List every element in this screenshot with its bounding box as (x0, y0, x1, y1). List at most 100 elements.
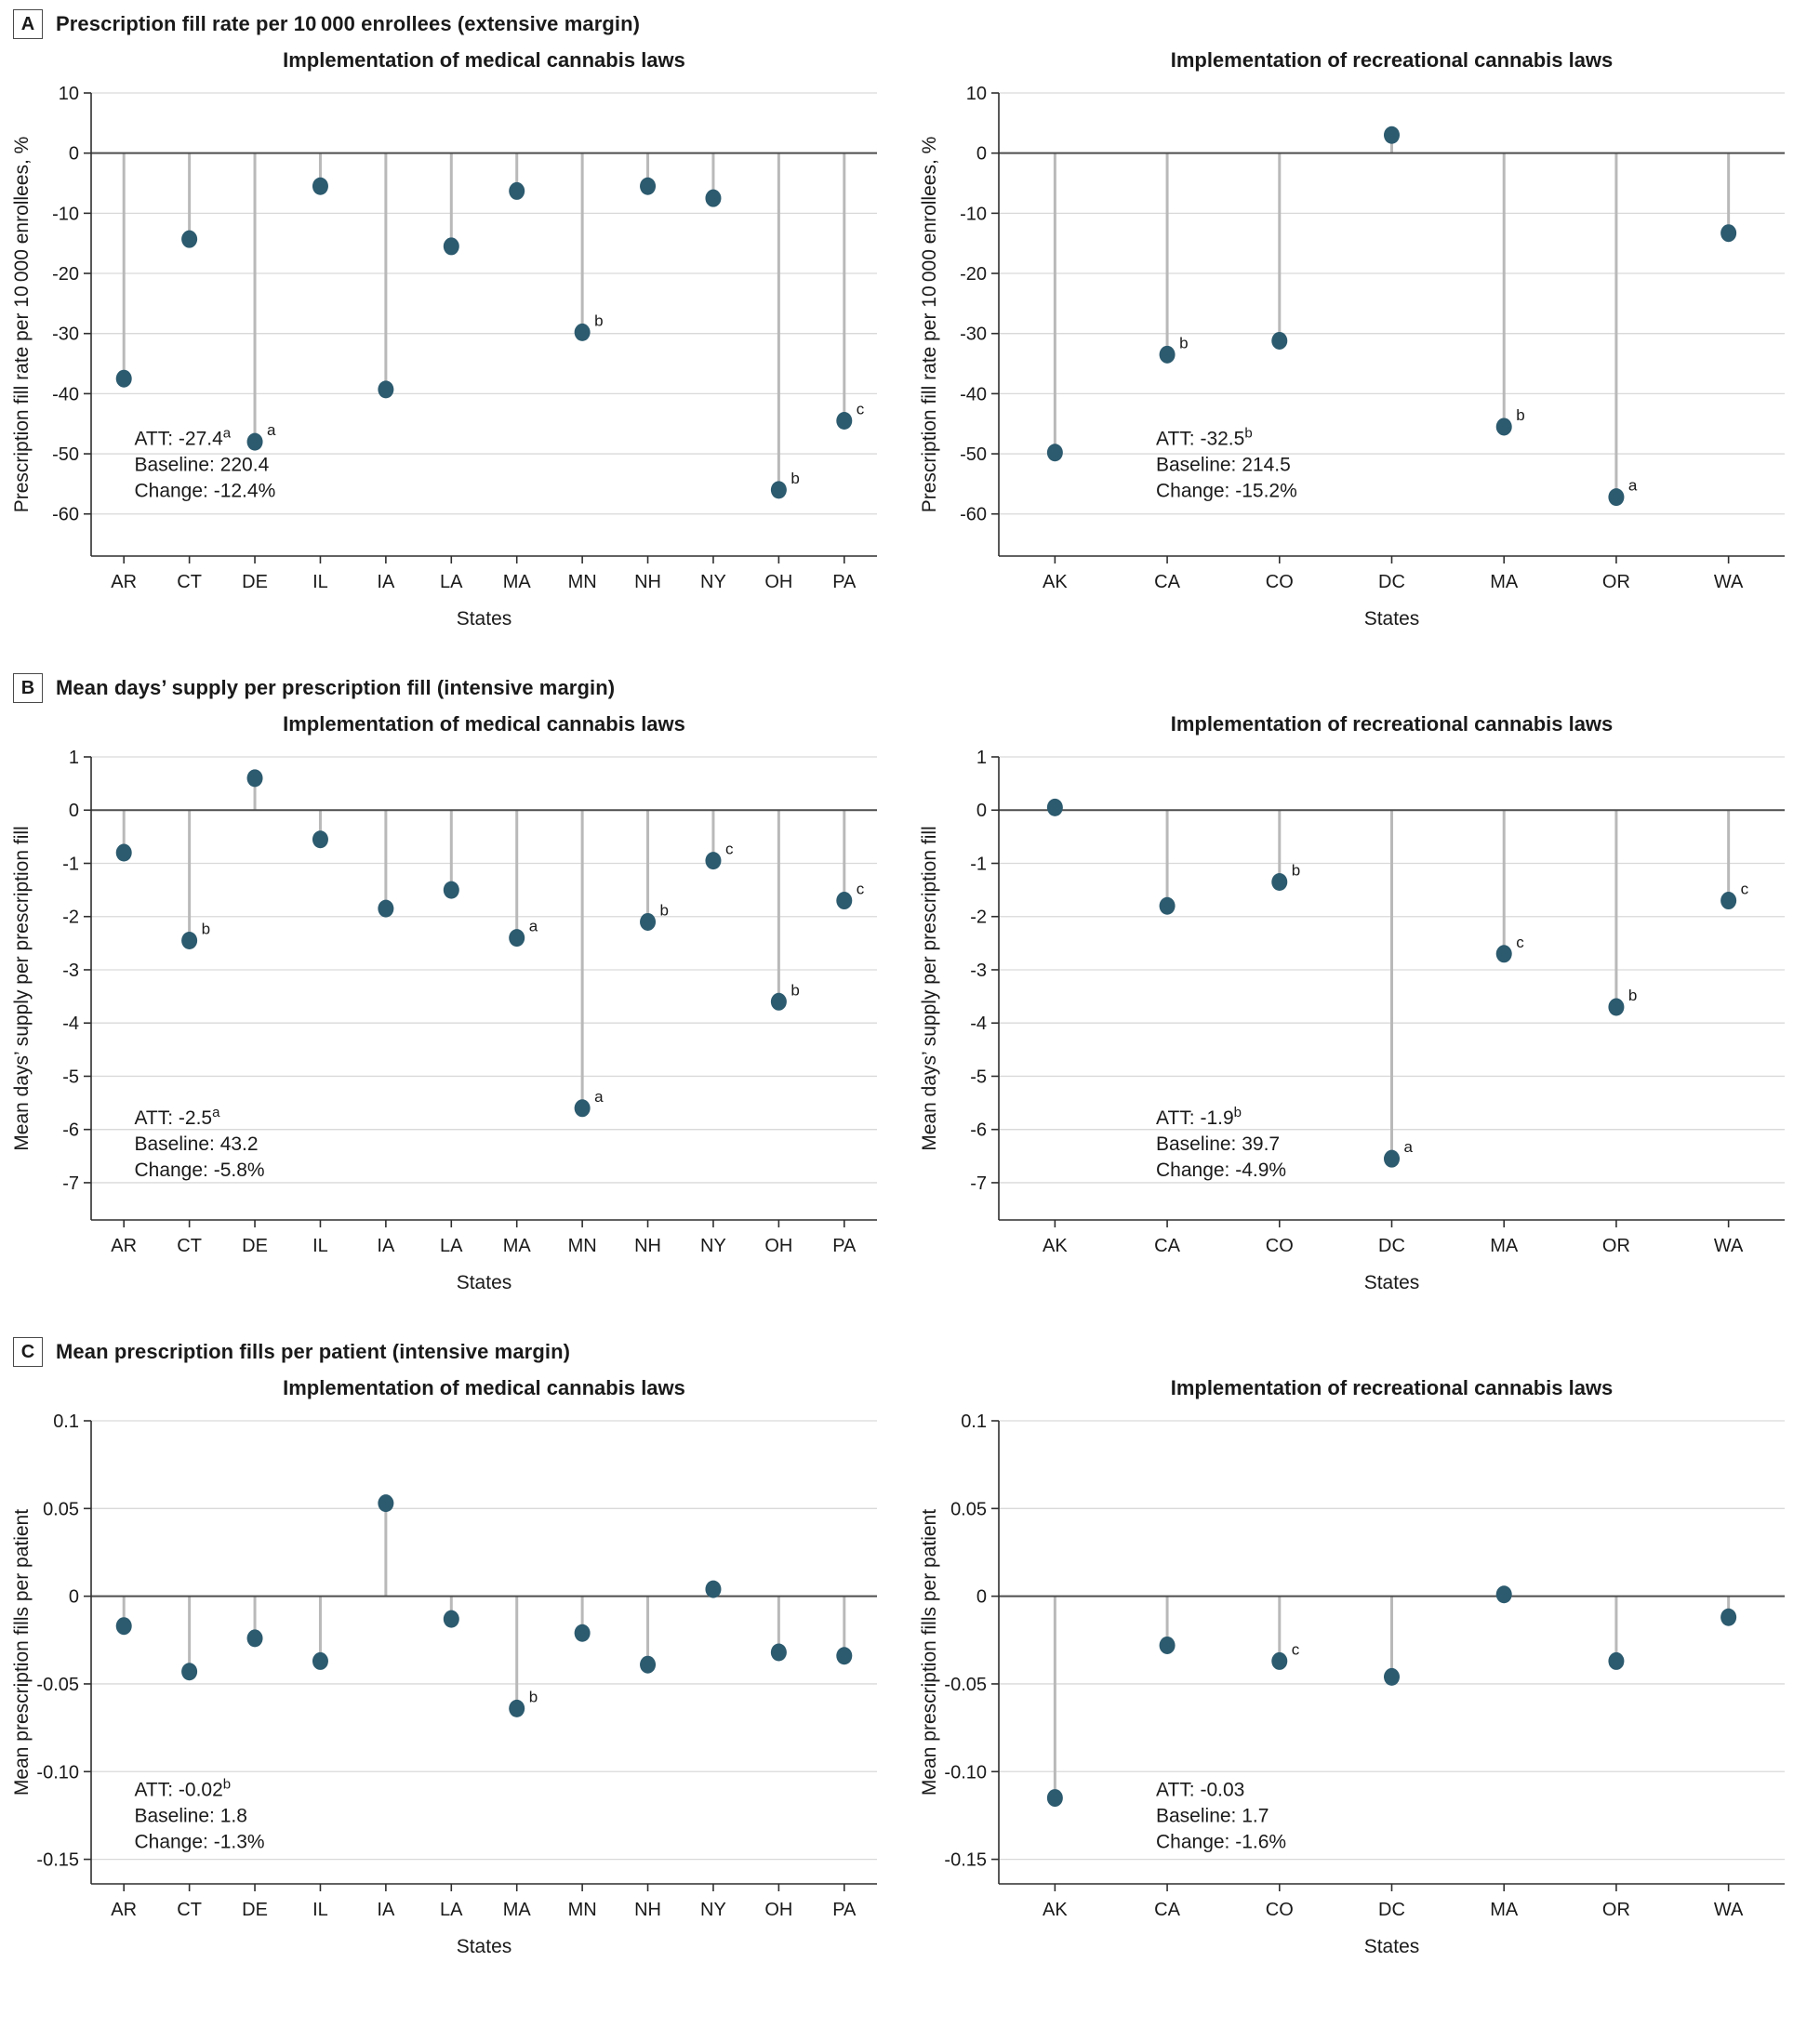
data-point (443, 237, 459, 256)
y-axis-label: Mean days’ supply per prescription fill (919, 826, 940, 1150)
y-tick-label: -40 (52, 384, 79, 404)
data-point (1720, 1608, 1736, 1626)
x-tick-label: IL (312, 572, 328, 592)
x-tick-label: PA (832, 572, 857, 592)
annotation-line: Change: -4.9% (1156, 1160, 1286, 1181)
chart-title: Implementation of recreational cannabis … (1170, 48, 1613, 72)
y-tick-label: 10 (965, 84, 986, 104)
annotation-line: Change: -12.4% (134, 480, 275, 501)
data-point (312, 1651, 328, 1670)
data-point (574, 1099, 591, 1118)
panel-b: B Mean days’ supply per prescription fil… (6, 673, 1820, 1309)
x-tick-label: CT (177, 1900, 202, 1920)
x-tick-label: IL (312, 1236, 328, 1256)
data-point (1046, 798, 1063, 816)
data-point (836, 892, 853, 910)
chart-svg: 0.1 0.05 0 -0.05 -0.10 -0.15 AK CA CO DC MA OR WA c AT… (919, 1376, 1785, 1957)
data-point (509, 181, 525, 200)
x-tick-label: IA (377, 1900, 395, 1920)
y-tick-label: -10 (52, 204, 79, 224)
data-point (705, 189, 722, 207)
significance-letter: a (529, 918, 538, 935)
significance-letter: c (1740, 881, 1748, 898)
x-tick-label: LA (440, 572, 463, 592)
data-point (1383, 126, 1400, 144)
y-tick-label: 10 (59, 84, 79, 104)
x-axis-label: States (1363, 1936, 1419, 1957)
y-axis-label: Prescription fill rate per 10 000 enroll… (11, 137, 33, 513)
significance-letter: b (594, 311, 603, 329)
data-point (1383, 1149, 1400, 1168)
y-axis-label: Mean prescription fills per patient (919, 1509, 940, 1796)
significance-letter: c (857, 400, 865, 418)
data-point (640, 177, 657, 195)
x-tick-label: WA (1713, 572, 1743, 592)
x-tick-label: CO (1265, 1900, 1293, 1920)
data-point (1720, 224, 1736, 243)
significance-letter: b (529, 1688, 538, 1705)
y-tick-label: -0.10 (944, 1762, 987, 1783)
y-tick-label: -50 (960, 444, 987, 465)
y-tick-label: -2 (970, 908, 987, 928)
data-point (574, 1624, 591, 1642)
data-point (1159, 345, 1176, 364)
annotation-line: ATT: -1.9b (1156, 1105, 1242, 1129)
y-tick-label: -6 (970, 1120, 987, 1141)
data-point (246, 1629, 263, 1648)
y-axis-label: Mean days’ supply per prescription fill (11, 826, 33, 1150)
x-tick-label: NH (634, 572, 661, 592)
annotation-line: Baseline: 1.8 (134, 1806, 246, 1827)
chart-title: Implementation of recreational cannabis … (1170, 712, 1613, 736)
x-tick-label: OR (1601, 1236, 1629, 1256)
x-tick-label: WA (1713, 1236, 1743, 1256)
y-tick-label: 0 (69, 801, 79, 821)
data-point (1270, 331, 1287, 350)
data-point (115, 369, 132, 388)
data-point (1046, 444, 1063, 462)
x-tick-label: MA (503, 572, 532, 592)
data-point (705, 852, 722, 870)
data-point (836, 411, 853, 430)
data-point (1495, 1585, 1512, 1604)
data-point (181, 931, 198, 949)
x-tick-label: DC (1378, 572, 1405, 592)
y-tick-label: 0.05 (43, 1499, 79, 1519)
x-tick-label: NY (700, 1236, 726, 1256)
data-point (378, 899, 394, 918)
x-axis-label: States (457, 1272, 512, 1293)
x-tick-label: AK (1043, 572, 1068, 592)
x-tick-label: CT (177, 1236, 202, 1256)
y-tick-label: 0 (976, 1587, 986, 1608)
significance-letter: b (1179, 334, 1188, 351)
x-tick-label: OH (764, 1236, 792, 1256)
annotation-line: Baseline: 220.4 (134, 454, 269, 475)
annotation-line: Baseline: 43.2 (134, 1133, 258, 1155)
data-point (574, 323, 591, 341)
y-tick-label: -10 (960, 204, 987, 224)
y-tick-label: 0 (69, 1587, 79, 1608)
y-tick-label: -1 (62, 854, 79, 874)
chart-c-recreational: 0.1 0.05 0 -0.05 -0.10 -0.15 AK CA CO DC MA OR WA c AT… (913, 1369, 1811, 1973)
y-axis-label: Prescription fill rate per 10 000 enroll… (919, 137, 940, 513)
x-tick-label: MA (1490, 572, 1519, 592)
data-point (312, 830, 328, 849)
x-tick-label: WA (1713, 1900, 1743, 1920)
significance-letter: b (1627, 987, 1636, 1004)
data-point (836, 1647, 853, 1665)
x-tick-label: DE (242, 1900, 268, 1920)
y-tick-label: -5 (62, 1067, 79, 1087)
y-axis-label: Mean prescription fills per patient (11, 1509, 33, 1796)
significance-letter: b (790, 981, 799, 999)
data-point (770, 992, 787, 1011)
x-tick-label: CA (1154, 1900, 1180, 1920)
x-tick-label: OH (764, 572, 792, 592)
x-tick-label: CO (1265, 572, 1293, 592)
x-tick-label: DE (242, 572, 268, 592)
y-tick-label: -4 (970, 1014, 987, 1034)
panel-a-label: A (13, 9, 43, 39)
x-tick-label: PA (832, 1236, 857, 1256)
data-point (378, 380, 394, 399)
annotation-line: Baseline: 1.7 (1156, 1806, 1269, 1827)
y-tick-label: -3 (62, 961, 79, 981)
